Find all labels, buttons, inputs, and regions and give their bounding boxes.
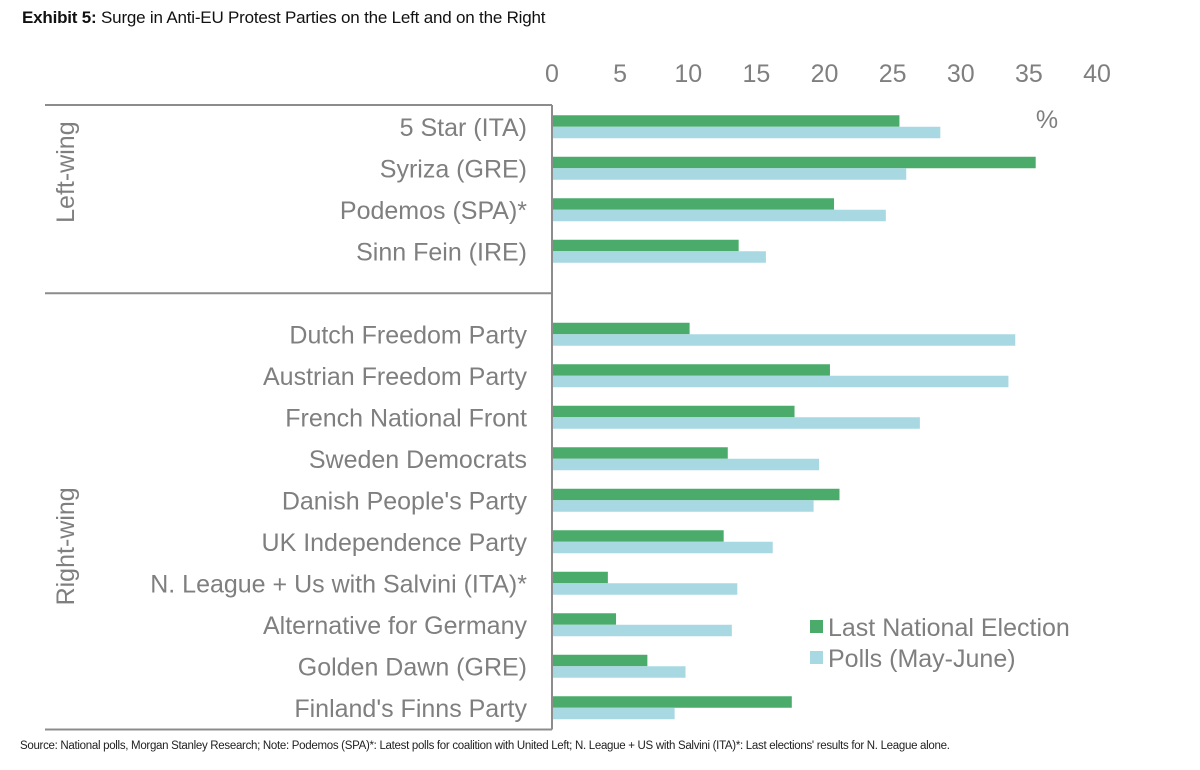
bar-election	[553, 115, 900, 127]
category-label: Austrian Freedom Party	[263, 363, 527, 391]
x-tick-label: 5	[613, 60, 627, 88]
category-label: UK Independence Party	[262, 529, 528, 557]
bar-election	[553, 198, 835, 210]
group-label-right-wing: Right-wing	[52, 487, 80, 605]
source-note: Source: National polls, Morgan Stanley R…	[20, 740, 950, 752]
x-tick-label: 20	[811, 60, 839, 88]
category-label: 5 Star (ITA)	[400, 114, 527, 142]
bar-election	[553, 156, 1036, 169]
category-label: N. League + Us with Salvini (ITA)*	[150, 570, 527, 598]
bar-polls	[553, 251, 766, 263]
bar-polls	[553, 126, 941, 139]
x-tick-label: 35	[1015, 60, 1043, 88]
chart-frame: Left-wing Right-wing	[45, 104, 553, 731]
category-label: Sinn Fein (IRE)	[356, 238, 527, 266]
legend-swatch-election	[810, 620, 823, 633]
x-axis-ticks: 0 5 10 15 20 25 30 35 40%	[545, 60, 1111, 134]
category-label: Golden Dawn (GRE)	[298, 653, 527, 681]
category-label: Alternative for Germany	[263, 612, 527, 640]
category-label: Podemos (SPA)*	[340, 197, 527, 225]
bar-election	[553, 696, 792, 708]
bar-chart: 0 5 10 15 20 25 30 35 40% Left-wing Right-wing 5 …	[45, 60, 1111, 731]
bar-election	[553, 571, 608, 584]
bars	[553, 115, 1036, 720]
bar-election	[553, 364, 830, 376]
bar-polls	[553, 168, 907, 180]
x-tick-label: 25	[879, 60, 907, 88]
bar-election	[553, 405, 795, 418]
legend-label: Last National Election	[828, 614, 1070, 642]
bar-polls	[553, 458, 820, 471]
bar-polls	[553, 541, 773, 554]
x-tick-label: 15	[742, 60, 770, 88]
exhibit-label: Exhibit 5:	[22, 8, 97, 27]
category-label: Dutch Freedom Party	[289, 321, 527, 349]
bar-election	[553, 447, 728, 459]
bar-polls	[553, 500, 814, 512]
x-axis-unit-label: %	[1036, 106, 1058, 134]
x-tick-label: 10	[674, 60, 702, 88]
bar-polls	[553, 707, 675, 720]
category-label: Syriza (GRE)	[380, 155, 527, 183]
bar-polls	[553, 417, 920, 429]
group-label-left-wing: Left-wing	[52, 121, 80, 222]
bar-election	[553, 488, 840, 501]
bar-election	[553, 654, 648, 667]
bar-election	[553, 239, 739, 252]
category-label: Sweden Democrats	[309, 446, 527, 474]
bar-election	[553, 613, 617, 625]
category-label: Finland's Finns Party	[294, 695, 527, 723]
x-tick-label: 30	[947, 60, 975, 88]
legend-label: Polls (May-June)	[828, 645, 1016, 673]
category-labels: 5 Star (ITA) Syriza (GRE) Podemos (SPA)* Si…	[150, 114, 527, 723]
category-label: Danish People's Party	[282, 487, 528, 515]
legend: Last National Election Polls (May-June)	[810, 614, 1070, 673]
bar-polls	[553, 209, 886, 222]
bar-election	[553, 322, 690, 335]
bar-election	[553, 530, 724, 542]
x-tick-label: 40	[1083, 60, 1111, 88]
bar-polls	[553, 624, 732, 637]
legend-swatch-polls	[810, 651, 823, 664]
x-tick-label: 0	[545, 60, 559, 88]
category-label: French National Front	[285, 404, 527, 432]
title-text: Surge in Anti-EU Protest Parties on the …	[101, 8, 546, 27]
bar-polls	[553, 334, 1016, 346]
bar-polls	[553, 375, 1009, 388]
bar-polls	[553, 583, 738, 595]
bar-polls	[553, 666, 686, 678]
chart-title: Exhibit 5: Surge in Anti-EU Protest Part…	[22, 8, 545, 28]
